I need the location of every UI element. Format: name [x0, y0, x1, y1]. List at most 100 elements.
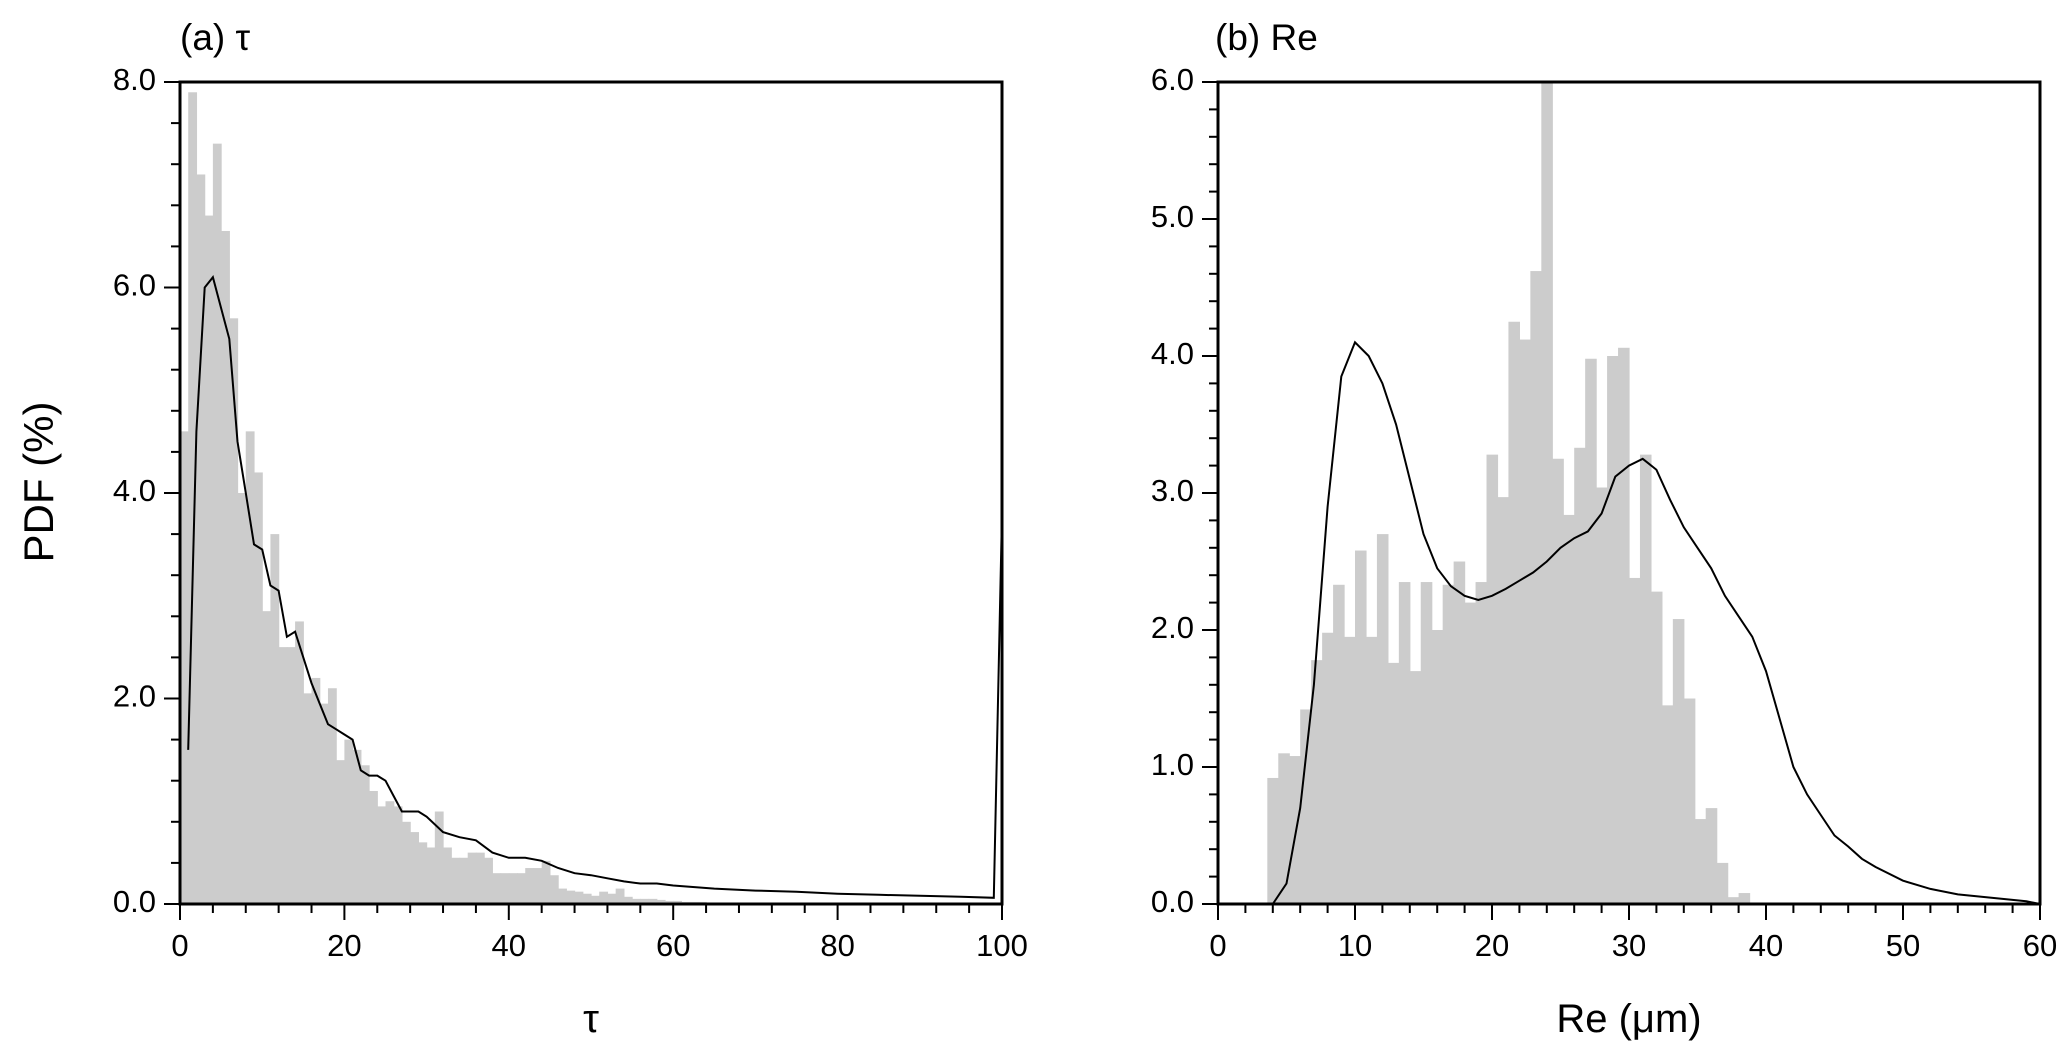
pdf-curve-re [1271, 340, 2041, 905]
histogram-bar [1683, 698, 1696, 904]
plot-frame-tau [178, 80, 1004, 906]
y-tick-label: 4.0 [113, 473, 156, 508]
x-tick-label: 20 [327, 928, 361, 963]
x-tick-label: 30 [1612, 928, 1646, 963]
chart-title-tau: (a) τ [180, 17, 251, 58]
histogram-bar [1431, 630, 1444, 904]
histogram-bar [623, 896, 633, 904]
x-tick-label: 60 [2023, 928, 2057, 963]
histogram-bar [311, 677, 321, 904]
histogram-bar [344, 739, 354, 904]
histogram-bar [295, 621, 304, 904]
y-tick-label: 6.0 [1151, 62, 1194, 97]
histogram-bar [1486, 454, 1499, 904]
histogram-bar [270, 534, 280, 904]
histogram-bar [1398, 582, 1411, 904]
histogram-bar [1694, 819, 1707, 904]
histogram-bar [1365, 636, 1378, 904]
histogram-bar [1497, 497, 1510, 904]
y-tick-label: 4.0 [1151, 336, 1194, 371]
histogram-bar [327, 688, 337, 904]
histogram-bar [1519, 339, 1531, 904]
histogram-bar [475, 852, 485, 904]
histogram-bar [1442, 584, 1455, 904]
histogram-bar [262, 611, 272, 904]
histogram-bar [1464, 602, 1477, 904]
histogram-bar [673, 900, 683, 904]
x-tick-label: 80 [820, 928, 854, 963]
histogram-bar [180, 431, 189, 904]
histogram-bar [221, 230, 230, 905]
x-tick-label: 40 [1749, 928, 1783, 963]
histogram-bar [443, 847, 452, 904]
x-tick-label: 20 [1475, 928, 1509, 963]
y-tick-label: 0.0 [1151, 884, 1194, 919]
histogram-bar [1629, 577, 1641, 904]
histogram-bar [574, 891, 584, 904]
histogram-bar [1585, 358, 1597, 904]
histogram-bar [253, 472, 263, 904]
histogram-bar [1289, 756, 1301, 904]
histogram-bar [360, 765, 370, 904]
histogram-bar [278, 647, 288, 904]
histogram-bar [1705, 808, 1718, 904]
histogram-bar [1333, 584, 1345, 904]
histogram-bar [336, 760, 345, 904]
histogram-bar [664, 900, 674, 904]
histogram-bar [533, 868, 543, 904]
histogram-bar [1650, 591, 1663, 904]
x-tick-label: 40 [492, 928, 526, 963]
histogram-bar [286, 647, 296, 904]
histogram-bar [632, 898, 641, 904]
histogram-bar [1530, 271, 1542, 904]
histogram-bar [492, 873, 502, 904]
histogram-bar [196, 174, 206, 905]
x-axis-title-re: Re (μm) [1556, 997, 1701, 1041]
histogram-bar [517, 873, 526, 904]
histogram-bar [640, 898, 650, 904]
y-ticks-re: 0.0 1.0 2.0 3.0 4.0 5.0 6.0 [1151, 62, 1218, 919]
histogram-bar [1376, 534, 1389, 904]
histogram-bars-re [1267, 82, 1751, 904]
y-tick-label: 6.0 [113, 268, 156, 303]
histogram-bar [377, 806, 387, 904]
histogram-bar [401, 821, 411, 904]
histogram-bar [615, 888, 625, 904]
histogram-bar [1300, 709, 1312, 904]
y-tick-label: 0.0 [113, 884, 156, 919]
histogram-bar [229, 318, 239, 904]
figure-ylabel: PDF (%) [15, 402, 62, 563]
histogram-bar [385, 801, 395, 904]
histogram-bar [566, 890, 576, 904]
histogram-bar [245, 431, 255, 904]
histogram-bar [1541, 82, 1553, 904]
y-tick-label: 3.0 [1151, 473, 1194, 508]
x-tick-label: 60 [656, 928, 690, 963]
histogram-bar [434, 811, 444, 904]
x-tick-label: 0 [171, 928, 188, 963]
pdf-curve-tau [187, 275, 1003, 899]
histogram-bar [648, 898, 658, 904]
histogram-bar [1311, 660, 1323, 904]
y-tick-label: 5.0 [1151, 199, 1194, 234]
histogram-bar [237, 493, 247, 904]
y-tick-label: 1.0 [1151, 747, 1194, 782]
histogram-bar [1727, 897, 1740, 904]
histogram-bar [1409, 671, 1422, 904]
x-tick-label: 10 [1338, 928, 1372, 963]
histogram-bar [1596, 487, 1608, 904]
histogram-bar [500, 873, 510, 904]
histogram-bar [1355, 550, 1367, 904]
histogram-bar [212, 143, 222, 904]
histogram-bar [1661, 705, 1674, 904]
x-axis-title-tau: τ [583, 997, 599, 1041]
histogram-bar [508, 873, 518, 904]
histogram-bar [467, 852, 477, 904]
histogram-bar [1267, 777, 1279, 904]
x-tick-label: 0 [1209, 928, 1226, 963]
histogram-bar [303, 693, 313, 904]
histogram-bar [451, 857, 461, 904]
histogram-bar [1563, 514, 1575, 904]
y-tick-label: 2.0 [1151, 610, 1194, 645]
